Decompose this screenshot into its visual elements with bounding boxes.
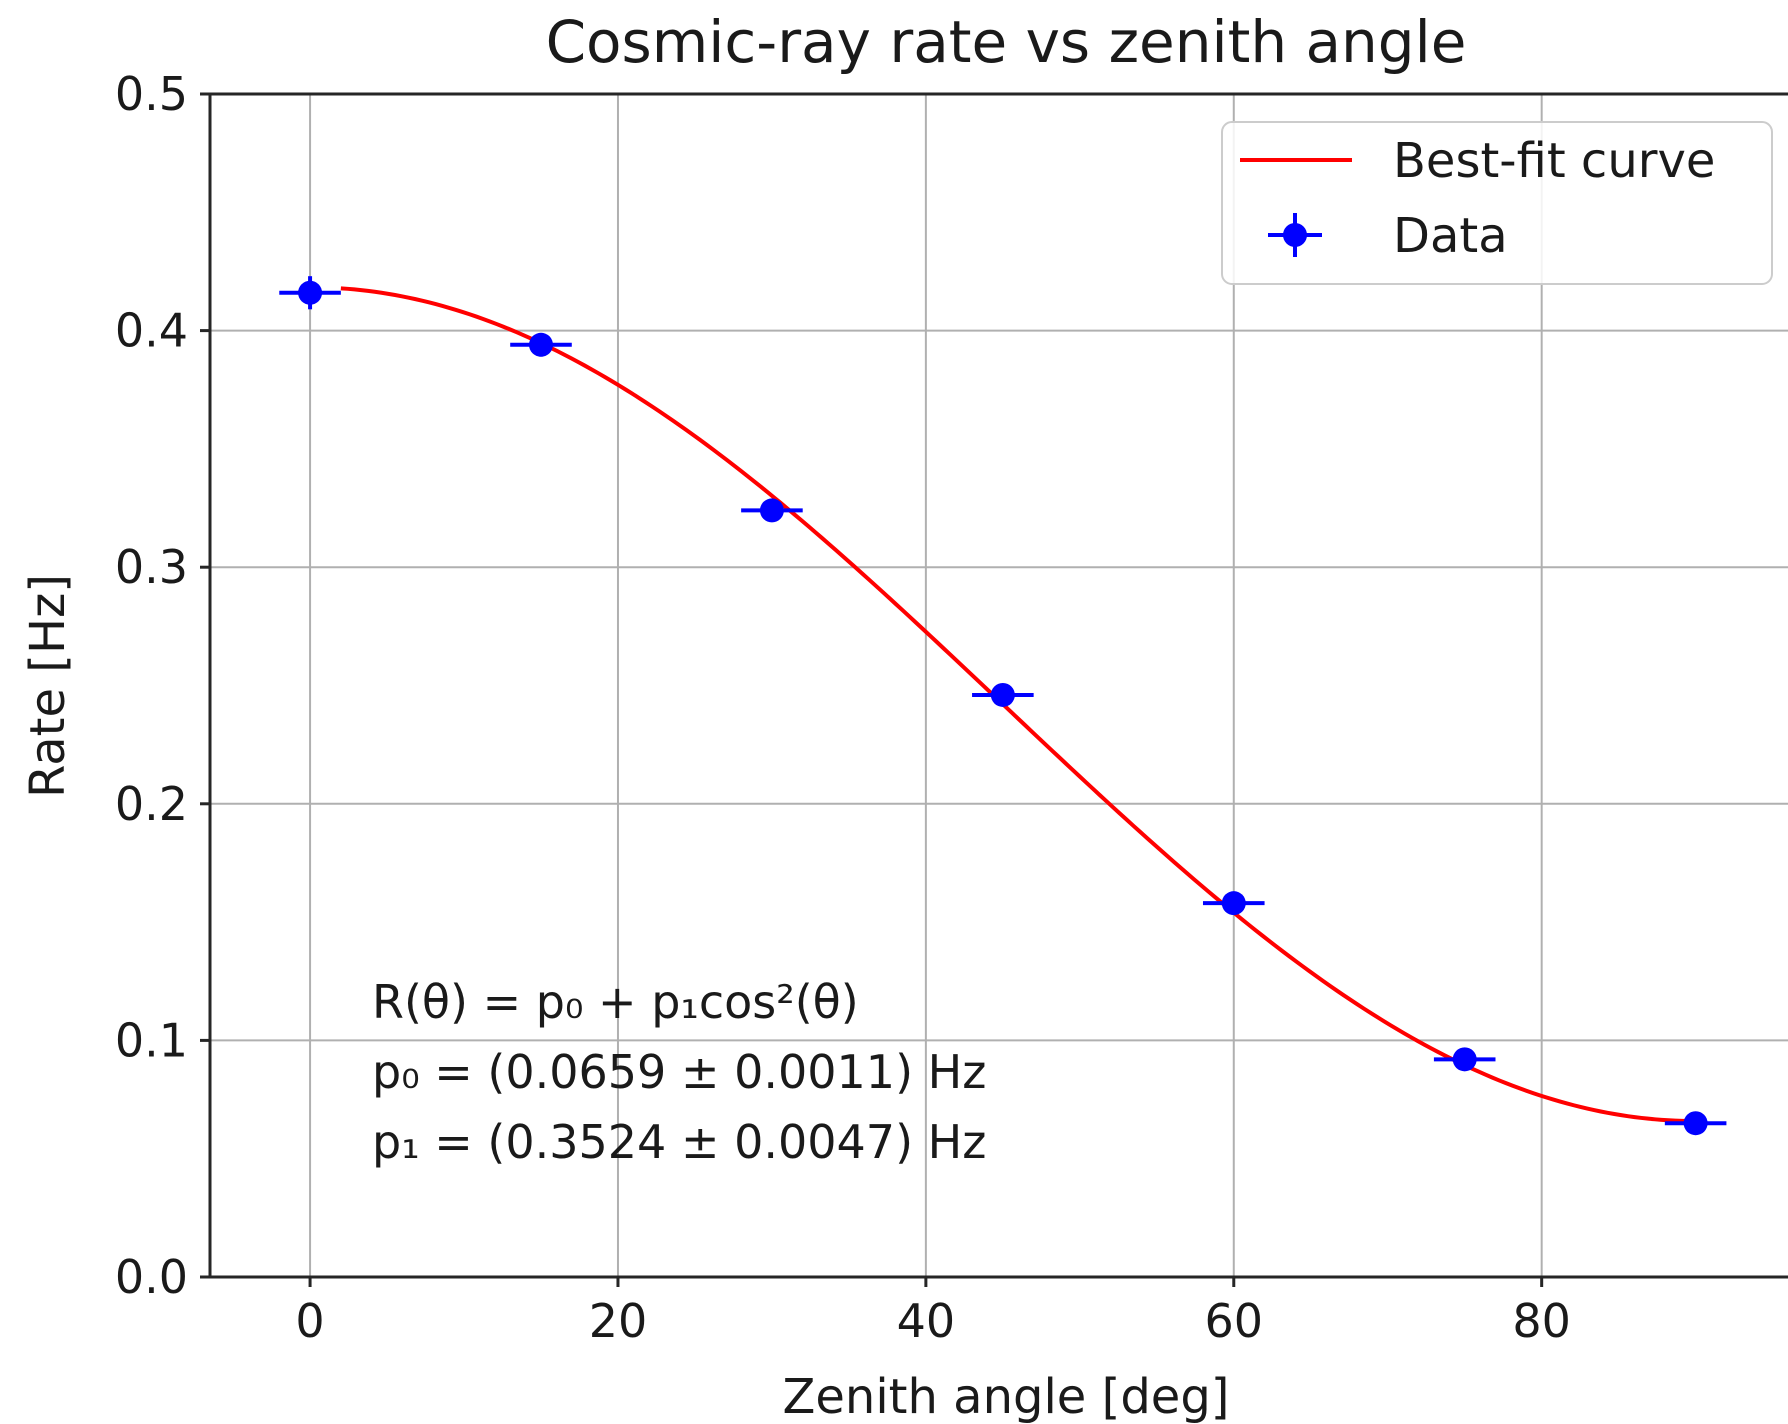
data-point bbox=[1664, 1111, 1727, 1136]
y-axis-label: Rate [Hz] bbox=[20, 574, 76, 798]
data-marker bbox=[1683, 1111, 1708, 1136]
x-tick-label: 0 bbox=[295, 1294, 324, 1348]
legend: Best-fit curve Data bbox=[1221, 121, 1773, 285]
y-tick-label: 0.5 bbox=[115, 67, 188, 121]
data-marker bbox=[1221, 891, 1246, 916]
chart-title: Cosmic-ray rate vs zenith angle bbox=[546, 8, 1467, 76]
data-marker bbox=[1452, 1047, 1477, 1072]
annotation-equation: R(θ) = p₀ + p₁cos²(θ) bbox=[372, 975, 859, 1029]
legend-swatch-data bbox=[1268, 213, 1322, 257]
x-tick-label: 40 bbox=[897, 1294, 956, 1348]
y-tick-label: 0.3 bbox=[115, 540, 188, 594]
legend-label-fit-curve: Best-fit curve bbox=[1393, 133, 1715, 189]
data-point bbox=[1433, 1047, 1496, 1072]
x-tick-label: 60 bbox=[1205, 1294, 1264, 1348]
tick-labels: 0 20 40 60 80 0.0 0.1 0.2 0.3 0.4 0.5 bbox=[115, 67, 1571, 1348]
data-point bbox=[279, 276, 341, 310]
x-tick-label: 80 bbox=[1512, 1294, 1571, 1348]
data-points-layer bbox=[279, 276, 1727, 1136]
data-marker bbox=[298, 280, 323, 305]
annotation-p1: p₁ = (0.3524 ± 0.0047) Hz bbox=[372, 1115, 986, 1169]
data-point bbox=[741, 498, 803, 523]
annotation-p0: p₀ = (0.0659 ± 0.0011) Hz bbox=[372, 1045, 986, 1099]
data-point bbox=[1202, 891, 1265, 916]
data-marker bbox=[528, 332, 553, 357]
data-point bbox=[510, 332, 572, 357]
legend-box bbox=[1221, 121, 1773, 285]
data-point bbox=[972, 682, 1034, 707]
legend-label-data: Data bbox=[1393, 208, 1508, 264]
x-tick-label: 20 bbox=[589, 1294, 648, 1348]
y-tick-label: 0.1 bbox=[115, 1013, 188, 1067]
data-marker bbox=[990, 682, 1015, 707]
fit-annotation: R(θ) = p₀ + p₁cos²(θ) p₀ = (0.0659 ± 0.0… bbox=[372, 975, 986, 1169]
x-axis-label: Zenith angle [deg] bbox=[782, 1369, 1229, 1424]
y-tick-label: 0.2 bbox=[115, 777, 188, 831]
data-marker bbox=[759, 498, 784, 523]
axes bbox=[200, 92, 1788, 1287]
y-tick-label: 0.4 bbox=[115, 304, 188, 358]
y-tick-label: 0.0 bbox=[115, 1250, 188, 1304]
